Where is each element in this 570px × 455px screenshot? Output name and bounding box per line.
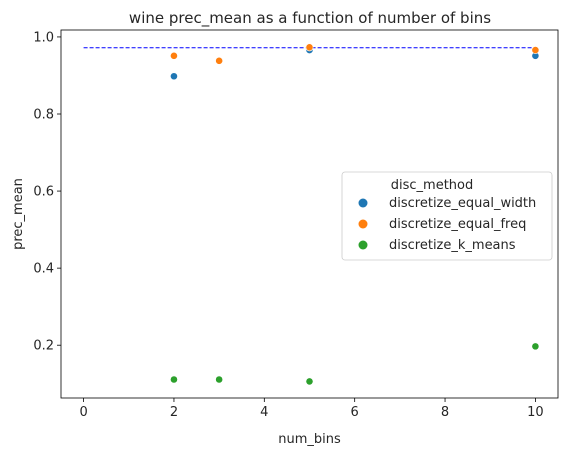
x-tick-label: 6 (351, 405, 359, 420)
legend-label-discretize_equal_freq: discretize_equal_freq (389, 217, 526, 232)
y-axis: 0.2 0.4 0.6 0.8 1.0 (33, 30, 61, 354)
x-tick-label: 2 (170, 405, 178, 420)
x-axis-label: num_bins (278, 432, 341, 447)
data-point-discretize_k_means (531, 342, 540, 351)
y-tick-label: 0.4 (33, 262, 54, 277)
chart-title: wine prec_mean as a function of number o… (129, 9, 491, 28)
legend-label-discretize_equal_width: discretize_equal_width (389, 196, 536, 211)
y-tick-label: 0.6 (33, 185, 54, 200)
legend-label-discretize_k_means: discretize_k_means (389, 238, 516, 253)
x-tick-label: 10 (527, 405, 544, 420)
y-tick-label: 1.0 (33, 30, 54, 45)
x-tick-label: 8 (441, 405, 449, 420)
legend-title: disc_method (391, 178, 474, 193)
data-point-discretize_equal_freq (170, 51, 178, 60)
data-point-discretize_k_means (305, 377, 314, 386)
data-point-discretize_equal_width (170, 72, 178, 81)
data-points (170, 43, 540, 386)
legend-marker-discretize_equal_freq (358, 219, 368, 229)
data-point-discretize_k_means (215, 375, 224, 384)
legend-marker-discretize_equal_width (358, 198, 368, 208)
x-axis: 0 2 4 6 8 10 (79, 398, 544, 420)
legend-marker-discretize_k_means (358, 240, 368, 250)
x-tick-label: 4 (260, 405, 268, 420)
legend: disc_method discretize_equal_widthdiscre… (341, 171, 553, 261)
y-axis-label: prec_mean (11, 178, 26, 250)
y-tick-label: 0.2 (33, 339, 54, 354)
data-point-discretize_equal_freq (305, 43, 314, 52)
legend-box (341, 171, 553, 261)
data-point-discretize_equal_freq (531, 46, 540, 54)
data-point-discretize_k_means (170, 375, 178, 384)
y-tick-label: 0.8 (33, 108, 54, 123)
data-point-discretize_equal_freq (215, 56, 224, 65)
x-tick-label: 0 (79, 405, 87, 420)
